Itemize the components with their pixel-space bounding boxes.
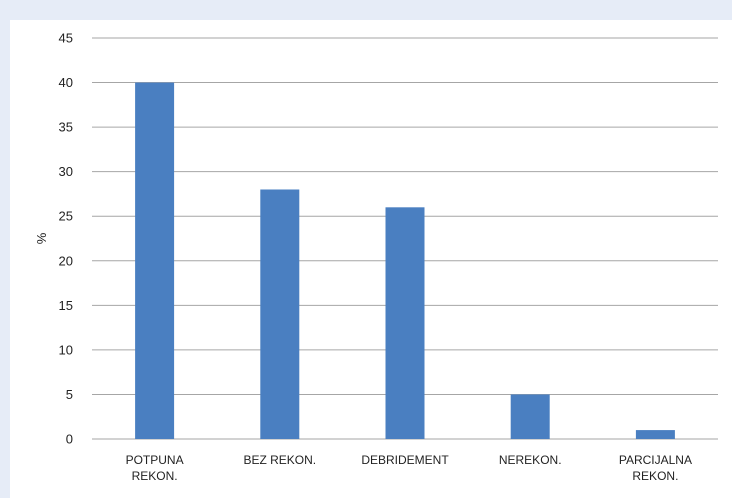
y-tick-label: 25 bbox=[59, 209, 73, 224]
y-tick-label: 45 bbox=[59, 31, 73, 46]
chart-panel bbox=[10, 20, 732, 498]
y-tick-label: 0 bbox=[66, 432, 73, 447]
bar bbox=[260, 189, 300, 439]
y-tick-label: 15 bbox=[59, 298, 73, 313]
y-tick-label: 35 bbox=[59, 120, 73, 135]
x-tick-label: DEBRIDEMENT bbox=[361, 453, 449, 467]
bar bbox=[635, 430, 675, 439]
x-tick-label: POTPUNA REKON. bbox=[126, 453, 184, 483]
x-tick-label: NEREKON. bbox=[499, 453, 562, 467]
y-tick-label: 30 bbox=[59, 164, 73, 179]
y-tick-label: 20 bbox=[59, 253, 73, 268]
x-tick-label: PARCIJALNA REKON. bbox=[619, 453, 692, 483]
y-tick-label: 40 bbox=[59, 75, 73, 90]
bar bbox=[510, 394, 550, 439]
y-axis-title: % bbox=[34, 232, 49, 244]
y-tick-label: 10 bbox=[59, 342, 73, 357]
bar bbox=[385, 207, 425, 439]
x-tick-label: BEZ REKON. bbox=[243, 453, 316, 467]
bar bbox=[135, 82, 175, 440]
y-tick-label: 5 bbox=[66, 387, 73, 402]
